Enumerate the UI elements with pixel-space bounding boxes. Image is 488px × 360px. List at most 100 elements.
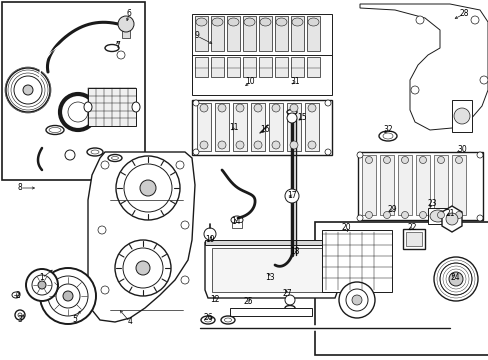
Bar — [290, 16, 304, 51]
Bar — [402, 229, 424, 249]
Bar — [259, 16, 271, 51]
Text: 24: 24 — [449, 274, 459, 283]
Text: 9: 9 — [194, 31, 199, 40]
Circle shape — [116, 156, 180, 220]
Bar — [397, 155, 411, 215]
Text: 10: 10 — [244, 77, 254, 86]
Circle shape — [118, 16, 134, 32]
Bar — [451, 155, 465, 215]
Bar — [250, 103, 264, 151]
Ellipse shape — [221, 316, 235, 324]
Circle shape — [200, 104, 207, 112]
Circle shape — [356, 215, 362, 221]
Bar — [197, 103, 210, 151]
Polygon shape — [204, 242, 337, 298]
Ellipse shape — [212, 18, 223, 26]
Bar — [259, 57, 271, 77]
Circle shape — [218, 104, 225, 112]
Ellipse shape — [286, 109, 296, 114]
Ellipse shape — [46, 126, 64, 135]
Circle shape — [448, 272, 462, 286]
Bar — [433, 155, 447, 215]
Circle shape — [193, 149, 199, 155]
Text: 3: 3 — [18, 315, 22, 324]
Circle shape — [476, 215, 482, 221]
Circle shape — [325, 100, 330, 106]
Circle shape — [479, 76, 487, 84]
Circle shape — [15, 310, 25, 320]
Circle shape — [307, 141, 315, 149]
Circle shape — [218, 141, 225, 149]
Circle shape — [437, 211, 444, 219]
Text: 29: 29 — [386, 206, 396, 215]
Circle shape — [136, 261, 150, 275]
Circle shape — [176, 161, 183, 169]
Circle shape — [236, 141, 244, 149]
Text: 13: 13 — [264, 274, 274, 283]
Text: 15: 15 — [297, 113, 306, 122]
Text: 8: 8 — [18, 184, 22, 193]
Circle shape — [476, 152, 482, 158]
Bar — [274, 57, 287, 77]
Ellipse shape — [87, 148, 103, 156]
Circle shape — [193, 100, 199, 106]
Text: 21: 21 — [445, 208, 454, 217]
Circle shape — [419, 211, 426, 219]
Polygon shape — [441, 206, 461, 232]
Bar — [192, 55, 331, 95]
Bar — [226, 16, 240, 51]
Circle shape — [285, 295, 294, 305]
Circle shape — [101, 161, 109, 169]
Circle shape — [18, 313, 22, 317]
Ellipse shape — [244, 18, 254, 26]
Bar — [357, 152, 482, 220]
Circle shape — [437, 157, 444, 163]
Text: 6: 6 — [126, 9, 131, 18]
Circle shape — [289, 104, 297, 112]
Ellipse shape — [196, 18, 206, 26]
Text: 2: 2 — [16, 292, 20, 301]
Bar — [306, 16, 319, 51]
Bar — [321, 230, 391, 292]
Text: 28: 28 — [458, 9, 468, 18]
Bar — [415, 155, 429, 215]
Circle shape — [415, 16, 423, 24]
Ellipse shape — [108, 154, 122, 162]
Bar — [122, 26, 130, 38]
Circle shape — [40, 268, 96, 324]
Circle shape — [124, 164, 172, 212]
Text: 5: 5 — [72, 315, 77, 324]
Text: 19: 19 — [205, 235, 214, 244]
Text: 25: 25 — [243, 297, 252, 306]
Bar — [226, 57, 240, 77]
Bar — [305, 103, 318, 151]
Text: 14: 14 — [231, 217, 240, 226]
Ellipse shape — [291, 18, 303, 26]
Bar — [243, 57, 256, 77]
Circle shape — [181, 276, 189, 284]
Circle shape — [338, 282, 374, 318]
Circle shape — [123, 248, 163, 288]
Circle shape — [383, 211, 390, 219]
Bar — [229, 308, 311, 316]
Circle shape — [271, 141, 280, 149]
Ellipse shape — [307, 18, 318, 26]
Circle shape — [6, 68, 50, 112]
Ellipse shape — [49, 127, 61, 132]
Circle shape — [470, 16, 478, 24]
Circle shape — [253, 104, 262, 112]
Circle shape — [365, 211, 372, 219]
Circle shape — [401, 157, 407, 163]
Bar — [427, 208, 447, 224]
Circle shape — [439, 263, 471, 295]
Ellipse shape — [230, 216, 243, 224]
Ellipse shape — [382, 133, 392, 139]
Circle shape — [203, 228, 216, 240]
Bar — [405, 232, 421, 246]
Bar — [314, 222, 488, 355]
Circle shape — [307, 104, 315, 112]
Ellipse shape — [132, 102, 140, 112]
Circle shape — [401, 211, 407, 219]
Circle shape — [181, 221, 189, 229]
Circle shape — [419, 157, 426, 163]
